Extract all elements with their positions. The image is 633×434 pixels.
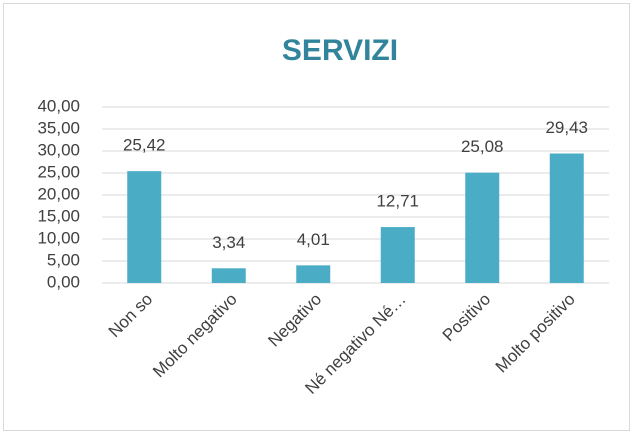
bar xyxy=(380,227,415,283)
chart-title: SERVIZI xyxy=(282,34,398,67)
y-tick-label: 10,00 xyxy=(37,228,80,247)
bar xyxy=(549,153,584,283)
data-label: 25,08 xyxy=(461,137,504,156)
y-tick-label: 30,00 xyxy=(37,140,80,159)
y-tick-label: 35,00 xyxy=(37,118,80,137)
y-tick-label: 40,00 xyxy=(37,96,80,115)
data-label: 25,42 xyxy=(123,136,166,155)
data-label: 4,01 xyxy=(297,230,330,249)
bar xyxy=(211,268,246,283)
bar xyxy=(465,172,500,283)
bar xyxy=(127,171,162,283)
y-tick-label: 0,00 xyxy=(47,272,80,291)
y-tick-label: 20,00 xyxy=(37,184,80,203)
data-label: 29,43 xyxy=(545,118,588,137)
bar xyxy=(296,265,331,283)
data-label: 12,71 xyxy=(376,192,419,211)
y-tick-label: 15,00 xyxy=(37,206,80,225)
y-tick-label: 5,00 xyxy=(47,250,80,269)
y-tick-label: 25,00 xyxy=(37,162,80,181)
data-label: 3,34 xyxy=(212,233,245,252)
